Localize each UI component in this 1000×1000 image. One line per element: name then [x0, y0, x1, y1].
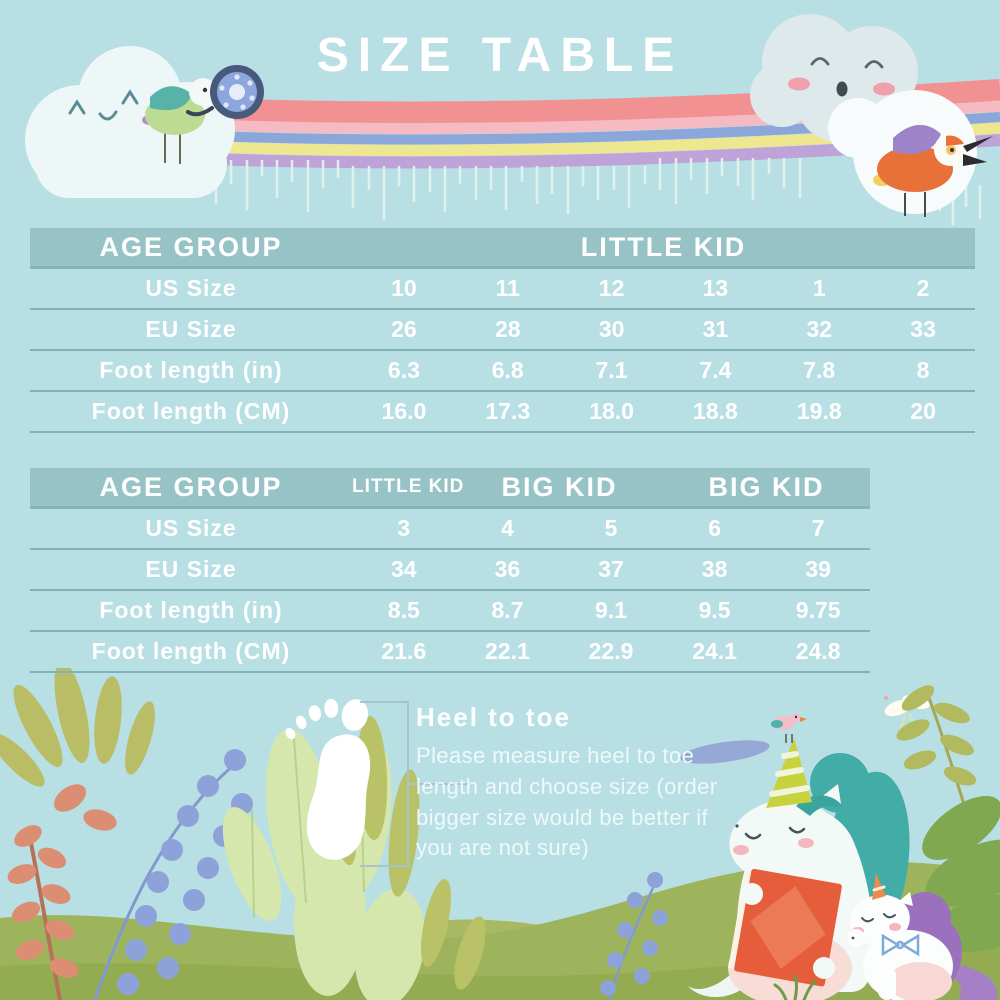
cell-value: 24.1 [692, 638, 737, 664]
cell-value: 18.8 [693, 398, 738, 424]
cell-value: 8 [916, 357, 930, 383]
table-row-eu-size: EU Size 26 28 30 31 32 33 [30, 310, 975, 351]
cell-value: 19.8 [796, 398, 842, 424]
cell-value: 8.7 [491, 597, 524, 623]
unicorn-baby-icon [847, 873, 998, 1000]
cell-value: 12 [598, 275, 625, 301]
page-title: SIZE TABLE [316, 29, 684, 82]
table2-group-little-kid: LITTLE KID [352, 476, 465, 497]
grass-icon [773, 974, 817, 1000]
snail-icon [186, 65, 264, 119]
right-olive-branch-icon [896, 685, 977, 809]
cell-value: 6 [708, 515, 721, 541]
cell-value: 21.6 [381, 638, 427, 664]
cell-value: 7.4 [699, 357, 732, 383]
left-cloud-face [68, 89, 139, 121]
cell-value: 13 [702, 275, 729, 301]
cell-value: 2 [916, 275, 930, 301]
cell-value: 17.3 [485, 398, 531, 424]
table-row-foot-length-cm: Foot length (CM) 21.6 22.1 22.9 24.1 24.… [30, 632, 870, 673]
table-row-foot-length-cm: Foot length (CM) 16.0 17.3 18.0 18.8 19.… [30, 392, 975, 433]
cell-value: 7 [811, 515, 825, 541]
cell-value: 38 [701, 556, 728, 582]
heel-note-heading: Heel to toe [416, 702, 571, 732]
cell-value: 22.1 [485, 638, 530, 664]
cell-value: 6.3 [387, 357, 420, 383]
cell-value: 31 [702, 316, 729, 342]
table1-group-little-kid: LITTLE KID [580, 231, 747, 262]
lavender-leaf-icon [680, 740, 770, 764]
row-label: Foot length (CM) [91, 398, 291, 424]
footprint-icon [285, 698, 468, 867]
cell-value: 9.5 [698, 597, 731, 623]
row-label: Foot length (CM) [91, 638, 291, 664]
cell-value: 16.0 [381, 398, 427, 424]
cell-value: 9.1 [595, 597, 627, 623]
cell-value: 10 [391, 275, 417, 301]
row-label: US Size [145, 515, 237, 541]
cell-value: 32 [806, 316, 833, 342]
heel-note-body: Please measure heel to toe length and ch… [416, 743, 718, 861]
cell-value: 3 [397, 515, 411, 541]
cell-value: 36 [494, 556, 521, 582]
cell-value: 18.0 [589, 398, 634, 424]
cell-value: 20 [910, 398, 936, 424]
table-row-us-size: US Size 3 4 5 6 7 [30, 509, 870, 550]
table2-header-band: AGE GROUP LITTLE KID BIG KID BIG KID [30, 468, 870, 509]
cell-value: 37 [598, 556, 624, 582]
cell-value: 7.8 [803, 357, 836, 383]
row-label: Foot length (in) [99, 357, 283, 383]
table-row-us-size: US Size 10 11 12 13 1 2 [30, 269, 975, 310]
cell-value: 24.8 [795, 638, 841, 664]
cell-value: 6.8 [491, 357, 524, 383]
table-row-foot-length-in: Foot length (in) 8.5 8.7 9.1 9.5 9.75 [30, 591, 870, 632]
cell-value: 26 [391, 316, 417, 342]
table1-age-group-header: AGE GROUP [99, 231, 283, 262]
cell-value: 11 [495, 275, 520, 301]
orange-bird-icon [873, 124, 993, 217]
cell-value: 9.75 [795, 597, 841, 623]
table-row-foot-length-in: Foot length (in) 6.3 6.8 7.1 7.4 7.8 8 [30, 351, 975, 392]
cell-value: 33 [910, 316, 936, 342]
cell-value: 1 [812, 275, 826, 301]
hat-bird-icon [771, 713, 807, 743]
bow-icon [881, 933, 920, 957]
cell-value: 8.5 [387, 597, 420, 623]
table2-group-big-kid-1: BIG KID [501, 471, 618, 502]
size-table-big-kid: AGE GROUP LITTLE KID BIG KID BIG KID US … [30, 468, 870, 673]
cell-value: 22.9 [588, 638, 634, 664]
table2-group-big-kid-2: BIG KID [708, 471, 825, 502]
row-label: Foot length (in) [99, 597, 283, 623]
sky-decoration [25, 14, 1000, 225]
cell-value: 30 [598, 316, 625, 342]
row-label: US Size [145, 275, 237, 301]
cell-value: 39 [805, 556, 831, 582]
cell-value: 28 [494, 316, 521, 342]
cell-value: 7.1 [595, 357, 628, 383]
hummingbird-icon [142, 78, 231, 164]
cell-value: 4 [500, 515, 514, 541]
right-cloud-face [788, 57, 895, 97]
measure-bracket-icon [360, 701, 468, 867]
table2-age-group-header: AGE GROUP [99, 471, 283, 502]
cell-value: 34 [391, 556, 417, 582]
row-label: EU Size [145, 316, 237, 342]
table1-header-band: AGE GROUP LITTLE KID [30, 228, 975, 269]
size-table-little-kid: AGE GROUP LITTLE KID US Size 10 11 12 13… [30, 228, 975, 433]
cell-value: 5 [604, 515, 618, 541]
row-label: EU Size [145, 556, 237, 582]
table-row-eu-size: EU Size 34 36 37 38 39 [30, 550, 870, 591]
